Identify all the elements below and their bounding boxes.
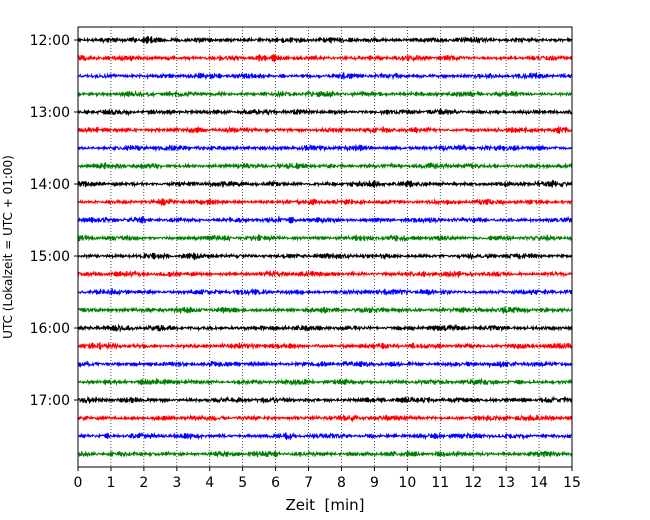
x-tick-label: 4 — [205, 475, 214, 491]
x-tick-label: 7 — [304, 475, 313, 491]
plot-background — [78, 27, 572, 467]
trace-1615 — [77, 341, 573, 351]
y-axis-ticks: 12:00 13:00 14:00 15:00 16:00 17:00 — [30, 33, 78, 409]
y-tick-label: 13:00 — [30, 105, 70, 121]
trace-1415 — [77, 197, 573, 207]
y-axis-label: UTC (Lokalzeit = UTC + 01:00) — [1, 155, 15, 339]
trace-1445 — [77, 234, 573, 243]
x-tick-label: 5 — [238, 475, 247, 491]
y-tick-label: 12:00 — [30, 33, 70, 49]
x-gridlines — [110, 27, 540, 467]
x-tick-label: 15 — [563, 475, 581, 491]
trace-1545 — [78, 305, 573, 315]
trace-1345 — [77, 161, 573, 171]
trace-1245 — [77, 89, 573, 99]
x-tick-label: 13 — [497, 475, 515, 491]
x-tick-label: 14 — [530, 475, 548, 491]
trace-1745 — [77, 449, 573, 458]
trace-1700 — [77, 395, 573, 405]
trace-1400 — [77, 179, 573, 188]
trace-1715 — [77, 413, 573, 423]
trace-1430 — [77, 215, 573, 225]
x-tick-label: 2 — [139, 475, 148, 491]
trace-1200 — [77, 36, 573, 45]
trace-1300 — [77, 108, 573, 117]
x-tick-label: 8 — [337, 475, 346, 491]
x-axis-label: Zeit [min] — [285, 496, 364, 514]
trace-1645 — [77, 377, 573, 387]
y-tick-label: 17:00 — [30, 393, 70, 409]
x-tick-label: 11 — [431, 475, 449, 491]
x-tick-label: 12 — [464, 475, 482, 491]
x-tick-label: 6 — [271, 475, 280, 491]
x-tick-label: 1 — [106, 475, 115, 491]
x-tick-label: 10 — [398, 475, 416, 491]
trace-1330 — [77, 143, 573, 153]
trace-1230 — [77, 71, 573, 81]
y-tick-label: 14:00 — [30, 177, 70, 193]
seismogram-traces — [77, 36, 573, 458]
trace-1215 — [77, 53, 573, 63]
trace-1500 — [77, 252, 573, 261]
trace-1515 — [77, 269, 573, 279]
x-tick-label: 3 — [172, 475, 181, 491]
x-tick-label: 0 — [74, 475, 83, 491]
trace-1730 — [77, 431, 573, 441]
y-tick-label: 16:00 — [30, 321, 70, 337]
trace-1600 — [77, 323, 573, 333]
trace-1530 — [77, 287, 573, 297]
x-axis-ticks: 0 1 2 3 4 5 6 7 8 9 10 11 12 13 14 15 — [74, 467, 581, 491]
trace-1315 — [77, 125, 573, 135]
x-tick-label: 9 — [370, 475, 379, 491]
y-tick-label: 15:00 — [30, 249, 70, 265]
trace-1630 — [77, 360, 573, 369]
plot-frame — [77, 26, 573, 468]
